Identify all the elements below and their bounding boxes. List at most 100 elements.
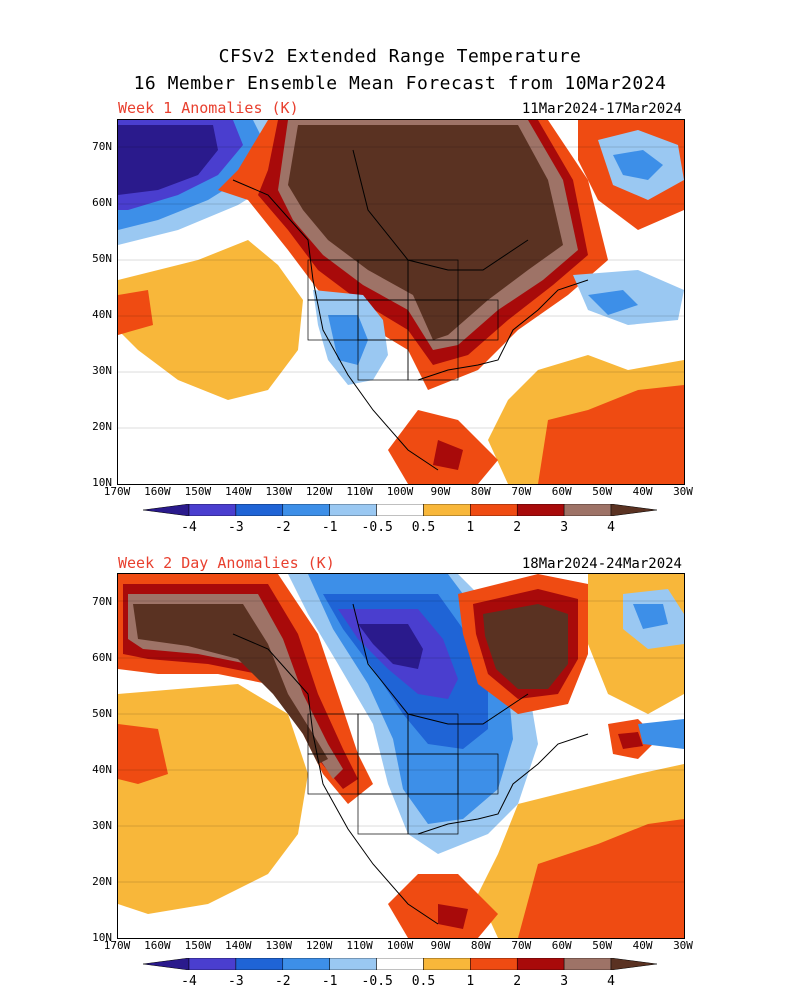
p1-lon-label: 90W: [430, 485, 451, 498]
chart-title-line2: 16 Member Ensemble Mean Forecast from 10…: [133, 73, 667, 94]
cb1-colorbar-segment: [282, 504, 330, 516]
p2-lon-label: 60W: [551, 939, 572, 952]
cb1-colorbar-segment: [329, 504, 377, 516]
p1-lon-label: 160W: [144, 485, 171, 498]
p1-lat-label: 70N: [92, 140, 112, 153]
p2-lon-label: 140W: [225, 939, 252, 952]
pacific-warm-anomaly: [118, 240, 303, 400]
p2-lon-label: 110W: [346, 939, 373, 952]
p2-lon-label: 130W: [265, 939, 292, 952]
p1-lon-label: 170W: [103, 485, 131, 498]
p2-lat-label: 50N: [92, 707, 112, 720]
p2-lon-label: 50W: [592, 939, 613, 952]
cb2-colorbar-segment: [376, 958, 424, 970]
cb1-colorbar-label: -0.5: [361, 520, 393, 535]
p1-lon-label: 50W: [592, 485, 613, 498]
p1-lat-label: 10N: [92, 476, 112, 489]
cb1-colorbar-high-arrow: [610, 504, 657, 516]
week1-map-svg: [118, 120, 684, 484]
cb2-colorbar-label: 2: [513, 974, 522, 989]
p1-lon-label: 100W: [386, 485, 414, 498]
p2-lon-label: 40W: [632, 939, 653, 952]
panel2-label: Week 2 Day Anomalies (K): [118, 554, 335, 572]
cb1-colorbar-segment: [516, 504, 565, 516]
p1-lon-label: 70W: [511, 485, 532, 498]
p1-lon-label: 30W: [673, 485, 693, 498]
p1-lat-label: 30N: [92, 364, 112, 377]
cb2-colorbar-segment: [188, 958, 237, 970]
p2-lat-label: 30N: [92, 819, 112, 832]
cb1-colorbar-segment: [376, 504, 424, 516]
p2-lat-label: 70N: [92, 595, 112, 608]
colorbar-1: [143, 504, 657, 516]
cb2-colorbar-segment: [470, 958, 518, 970]
cb2-colorbar-label: 1: [466, 974, 475, 989]
cb1-colorbar-label: -2: [274, 520, 291, 535]
cb2-colorbar-label: -1: [321, 974, 338, 989]
cb2-colorbar-high-arrow: [610, 958, 657, 970]
p1-lon-label: 140W: [225, 485, 252, 498]
cb2-colorbar-label: -4: [181, 974, 197, 989]
p2-lon-label: 70W: [511, 939, 532, 952]
p1-lon-label: 120W: [305, 485, 333, 498]
cb1-colorbar-segment: [188, 504, 237, 516]
cb2-colorbar-label: 3: [560, 974, 569, 989]
cb2-colorbar-segment: [516, 958, 565, 970]
p2-lon-label: 80W: [470, 939, 491, 952]
week2-map-svg: [118, 574, 684, 938]
p2-lat-label: 40N: [92, 763, 112, 776]
cb2-colorbar-low-arrow: [143, 958, 190, 970]
cb2-colorbar-segment: [423, 958, 471, 970]
p1-lat-label: 60N: [92, 196, 112, 209]
coastline: [232, 603, 589, 925]
cb1-colorbar-segment: [423, 504, 471, 516]
cb2-colorbar-label: -3: [228, 974, 244, 989]
cb1-colorbar-label: -1: [321, 520, 338, 535]
week1-anomaly-map: [117, 119, 685, 485]
cb1-colorbar-segment: [470, 504, 518, 516]
p2-lon-label: 100W: [386, 939, 414, 952]
p1-lon-label: 40W: [632, 485, 653, 498]
cb2-colorbar-label: 0.5: [411, 974, 436, 989]
cb2-colorbar-segment: [282, 958, 330, 970]
cb1-colorbar-label: 1: [466, 520, 475, 535]
p2-lon-label: 150W: [184, 939, 212, 952]
cb1-colorbar-label: -4: [181, 520, 197, 535]
panel2-dates: 18Mar2024-24Mar2024: [521, 556, 682, 572]
colorbar-2: [143, 958, 657, 970]
cb1-colorbar-label: 2: [513, 520, 522, 535]
cb2-colorbar-label: 4: [607, 974, 615, 989]
p2-lon-label: 30W: [673, 939, 693, 952]
coastline: [232, 149, 589, 471]
p1-lon-label: 150W: [184, 485, 212, 498]
p1-lon-label: 80W: [470, 485, 491, 498]
cb1-colorbar-segment: [235, 504, 284, 516]
p1-lon-label: 110W: [346, 485, 373, 498]
panel1-dates: 11Mar2024-17Mar2024: [521, 101, 682, 117]
p2-lon-label: 120W: [305, 939, 333, 952]
cb2-colorbar-label: -0.5: [361, 974, 393, 989]
p1-lat-label: 50N: [92, 252, 112, 265]
chart-title-line1: CFSv2 Extended Range Temperature: [218, 46, 582, 67]
p2-lon-label: 90W: [430, 939, 451, 952]
p1-lon-label: 60W: [551, 485, 572, 498]
cb1-colorbar-low-arrow: [143, 504, 190, 516]
p2-lat-label: 60N: [92, 651, 112, 664]
cb1-colorbar-segment: [563, 504, 612, 516]
p1-lat-label: 20N: [92, 420, 112, 433]
cb2-colorbar-segment: [329, 958, 377, 970]
p2-lat-label: 20N: [92, 875, 112, 888]
cb2-colorbar-segment: [563, 958, 612, 970]
cb1-colorbar-label: -3: [228, 520, 244, 535]
us-state-borders: [307, 259, 499, 381]
week2-anomaly-map: [117, 573, 685, 939]
p2-lon-label: 160W: [144, 939, 171, 952]
us-state-borders: [307, 713, 499, 835]
p2-lon-label: 170W: [103, 939, 131, 952]
cb1-colorbar-label: 4: [607, 520, 615, 535]
p2-lat-label: 10N: [92, 931, 112, 944]
p1-lon-label: 130W: [265, 485, 292, 498]
cb2-colorbar-label: -2: [274, 974, 291, 989]
cb2-colorbar-segment: [235, 958, 284, 970]
panel1-label: Week 1 Anomalies (K): [118, 99, 299, 117]
